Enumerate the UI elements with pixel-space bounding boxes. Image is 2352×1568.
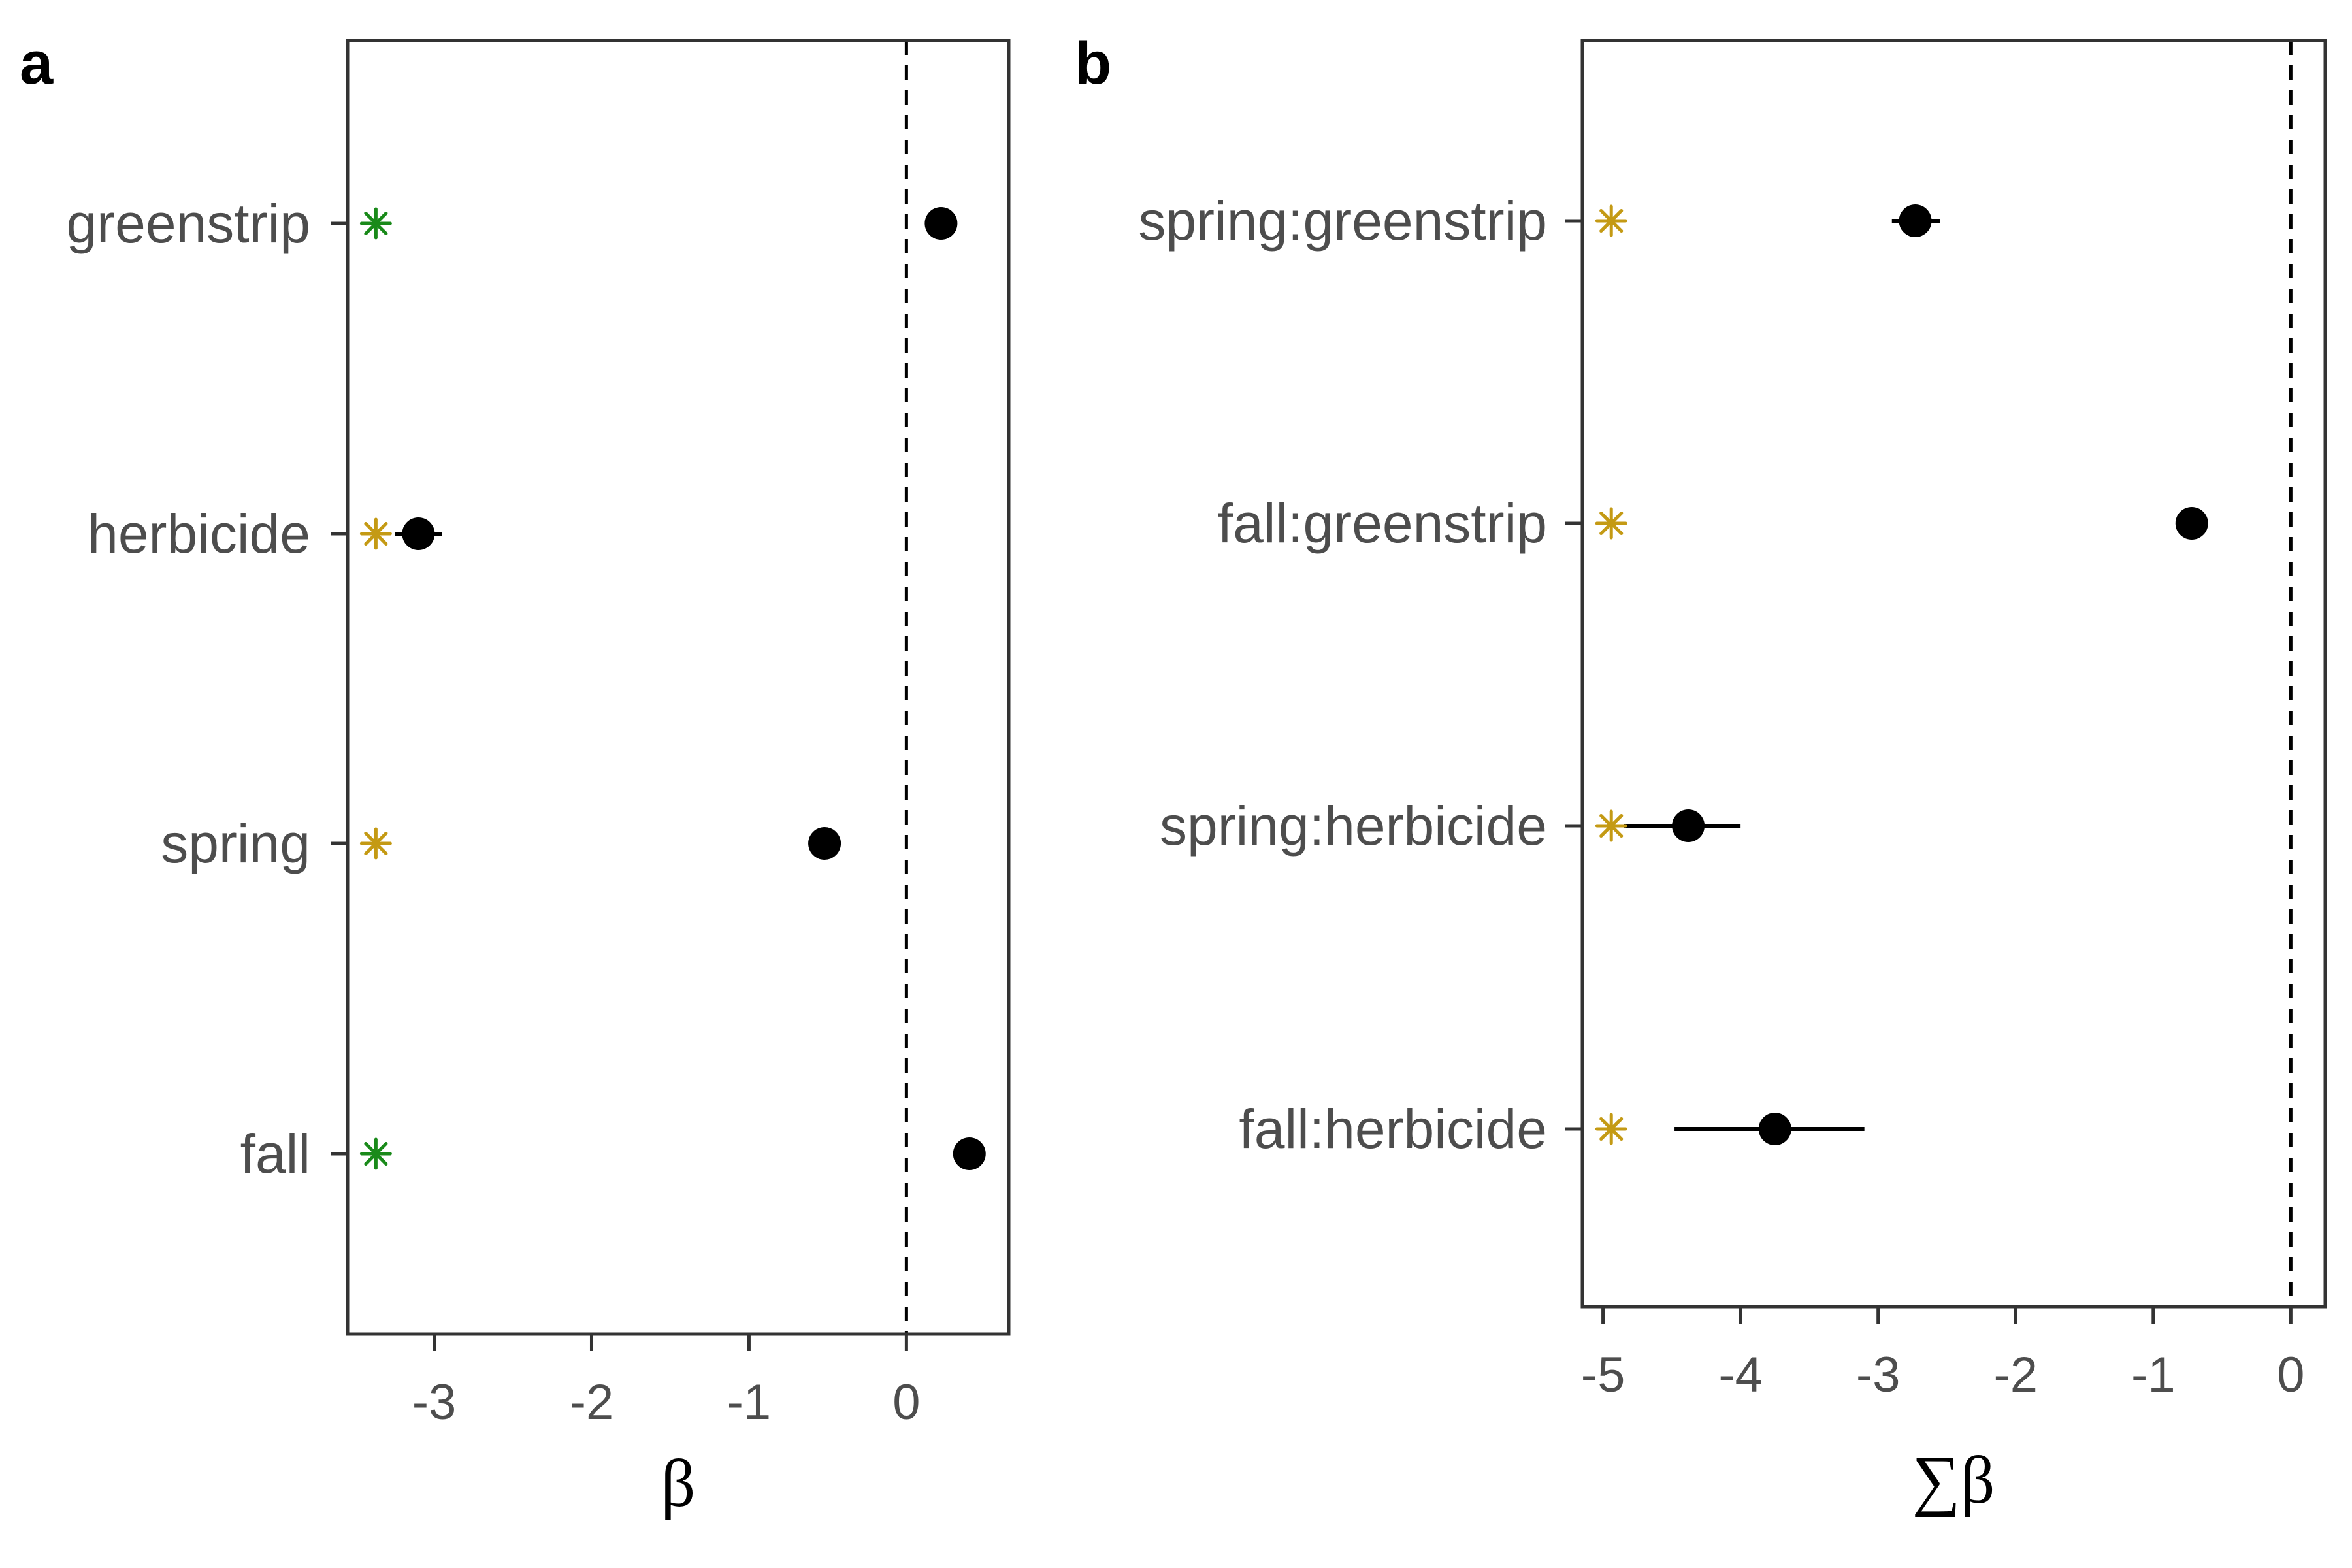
panel-a-category-label: herbicide: [88, 503, 310, 564]
panel-b-significance-asterisk-icon: [1595, 507, 1627, 540]
panel-a-significance-asterisk-icon: [359, 1137, 392, 1170]
panel-b-category-label: fall:herbicide: [1239, 1098, 1547, 1160]
panel-a-x-tick-label: -2: [570, 1375, 614, 1430]
panel-b-category-label: fall:greenstrip: [1218, 493, 1547, 554]
panel-b-x-tick-label: -1: [2131, 1347, 2176, 1403]
panel-a: a -3 -2 -1 0 greenstrip herbicide spring fall β: [20, 30, 1011, 1521]
panel-b-label: b: [1075, 30, 1111, 97]
panel-b-significance-asterisk-icon: [1595, 809, 1627, 842]
panel-b-x-tick-label: -4: [1718, 1347, 1763, 1403]
panel-b-category-label: spring:herbicide: [1160, 795, 1547, 857]
panel-b-x-tick-label: -3: [1856, 1347, 1901, 1403]
panel-a-category-label: fall: [240, 1123, 310, 1184]
panel-a-x-tick-label: -3: [412, 1375, 457, 1430]
panel-b-frame: [1580, 39, 2327, 1309]
panel-a-category-label: greenstrip: [66, 193, 310, 254]
panel-a-estimate-point: [924, 207, 958, 240]
panel-b-estimate-point: [1672, 809, 1705, 842]
panel-a-x-tick-label: 0: [892, 1375, 920, 1430]
panel-b-x-tick-label: 0: [2277, 1347, 2304, 1403]
panel-b-category-label: spring:greenstrip: [1138, 190, 1547, 252]
panel-b-estimate-point: [1758, 1113, 1791, 1145]
panel-b-x-tick-label: -5: [1581, 1347, 1625, 1403]
panel-a-estimate-point: [808, 827, 841, 860]
panel-a-estimate-point: [953, 1137, 986, 1170]
panel-b-x-axis-title: ∑β: [1912, 1443, 1995, 1518]
panel-a-significance-asterisk-icon: [359, 517, 392, 550]
panel-a-frame: [346, 39, 1011, 1336]
panel-b-estimate-point: [2175, 507, 2208, 540]
panel-b-x-tick-label: -2: [1993, 1347, 2038, 1403]
panel-a-x-tick-label: -1: [727, 1375, 772, 1430]
panel-b-estimate-point: [1899, 204, 1932, 237]
panel-a-significance-asterisk-icon: [359, 827, 392, 860]
panel-b-significance-asterisk-icon: [1595, 1113, 1627, 1145]
panel-a-category-label: spring: [161, 813, 310, 874]
panel-a-x-axis-title: β: [661, 1446, 696, 1521]
panel-b-significance-asterisk-icon: [1595, 204, 1627, 237]
panel-a-estimate-point: [402, 517, 435, 550]
panel-a-significance-asterisk-icon: [359, 207, 392, 240]
panel-b: b -5 -4 -3 -2 -1 0 spring:greenstrip fall:green…: [1075, 30, 2327, 1518]
panel-a-label: a: [20, 30, 54, 97]
